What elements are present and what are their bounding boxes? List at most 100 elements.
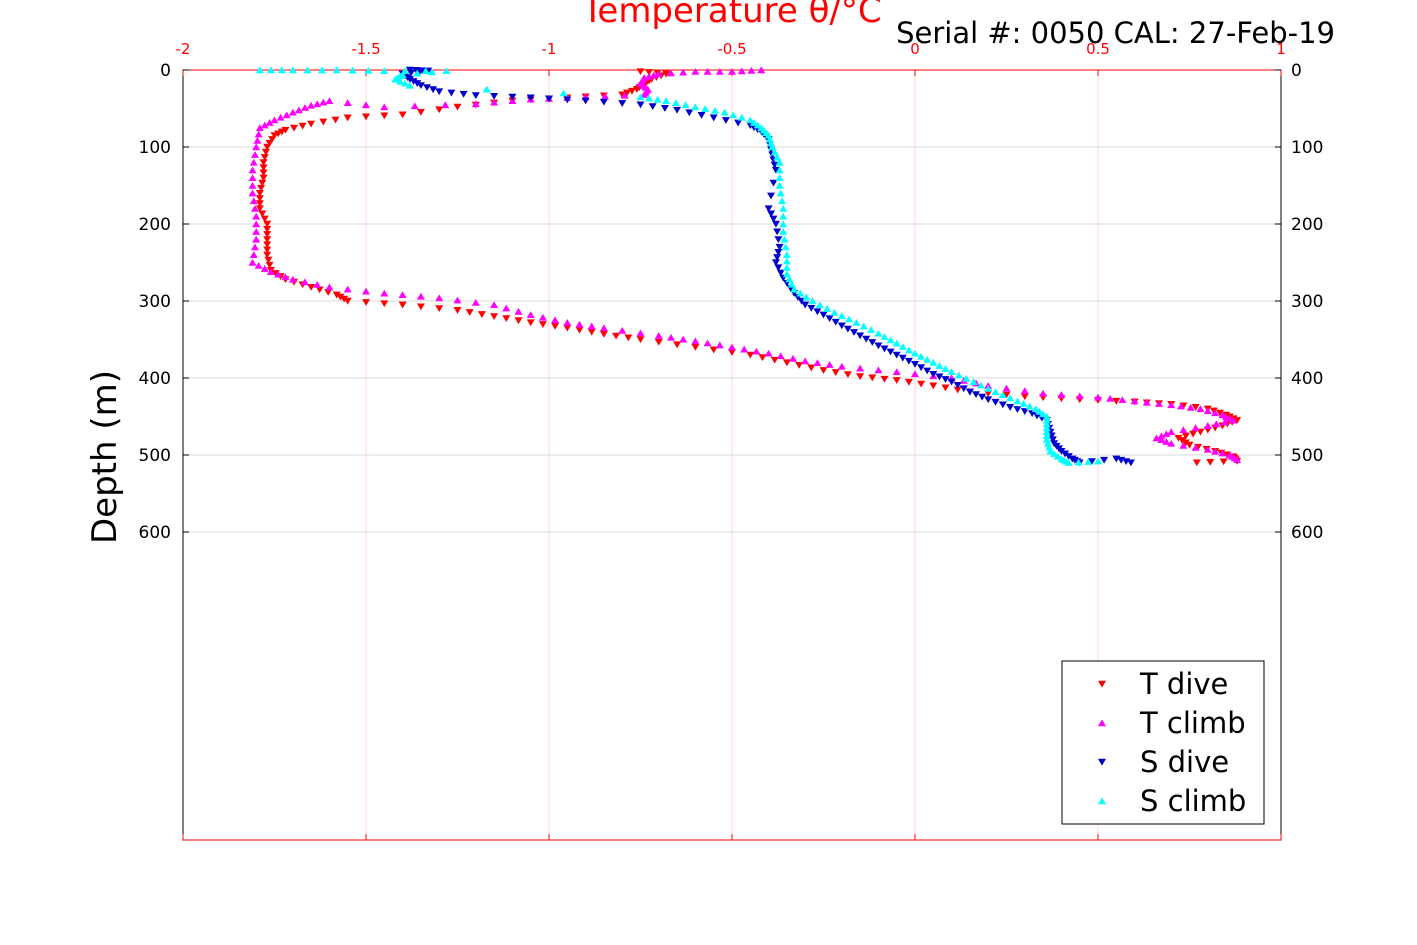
t-climb-marker xyxy=(679,335,688,343)
s-climb-marker xyxy=(998,391,1007,399)
t-dive-marker xyxy=(259,164,268,172)
t-climb-marker xyxy=(1167,401,1176,409)
s-climb-marker xyxy=(874,329,883,337)
t-dive-marker xyxy=(1206,458,1215,466)
t-dive-marker xyxy=(1181,432,1190,440)
s-dive-marker xyxy=(769,179,778,187)
t-climb-marker xyxy=(255,124,264,131)
s-dive-marker xyxy=(471,92,480,100)
t-climb-marker xyxy=(752,347,761,355)
s-climb-marker xyxy=(332,66,341,74)
t-climb-marker xyxy=(1142,398,1151,406)
t-dive-marker xyxy=(892,377,901,384)
s-climb-marker xyxy=(662,97,671,104)
t-climb-marker xyxy=(776,352,785,360)
s-climb-marker xyxy=(802,293,811,301)
s-climb-marker xyxy=(892,339,901,347)
t-climb-marker xyxy=(645,72,654,80)
t-climb-marker xyxy=(747,66,756,74)
y-tick-label-right: 500 xyxy=(1291,446,1323,466)
s-climb-marker xyxy=(935,362,944,369)
t-dive-marker xyxy=(904,378,913,386)
s-climb-marker xyxy=(1006,394,1015,402)
s-climb-marker xyxy=(1042,436,1051,443)
t-dive-marker xyxy=(1191,404,1200,411)
s-climb-marker xyxy=(1046,447,1055,455)
t-climb-marker xyxy=(654,332,663,339)
t-dive-marker xyxy=(673,341,682,349)
t-dive-marker xyxy=(315,286,324,294)
t-climb-marker xyxy=(248,181,257,189)
t-dive-marker xyxy=(984,390,993,397)
s-climb-marker xyxy=(785,275,794,283)
t-climb-marker xyxy=(248,166,257,174)
t-dive-marker xyxy=(502,315,511,323)
s-climb-marker xyxy=(845,315,854,323)
s-dive-marker xyxy=(1064,453,1073,460)
t-climb-marker xyxy=(1179,426,1188,434)
s-climb-marker xyxy=(1094,457,1102,465)
t-dive-marker xyxy=(587,328,596,336)
s-climb-marker xyxy=(442,67,451,74)
s-climb-marker xyxy=(749,119,758,126)
t-climb-marker xyxy=(740,345,749,353)
s-climb-marker xyxy=(867,326,876,333)
t-dive-marker xyxy=(416,303,425,311)
t-climb-marker xyxy=(276,113,285,121)
s-climb-marker xyxy=(1025,402,1034,410)
t-climb-marker xyxy=(249,251,258,258)
s-dive-marker xyxy=(773,228,782,236)
t-climb-marker xyxy=(636,329,645,337)
t-climb-marker xyxy=(490,98,499,106)
s-climb-marker xyxy=(773,153,782,161)
t-dive-marker xyxy=(632,86,641,93)
t-climb-marker xyxy=(270,116,279,124)
t-dive-marker xyxy=(691,344,700,351)
t-climb-marker xyxy=(248,189,257,197)
t-climb-marker xyxy=(715,67,724,75)
t-climb-marker xyxy=(1094,393,1102,401)
t-climb-marker xyxy=(911,370,919,378)
s-climb-marker xyxy=(929,359,938,366)
t-dive-marker xyxy=(746,351,755,359)
t-climb-marker xyxy=(813,359,822,367)
s-dive-marker xyxy=(774,236,783,243)
s-dive-marker xyxy=(801,301,810,309)
s-dive-marker xyxy=(776,269,785,277)
t-climb-marker xyxy=(789,354,797,362)
s-dive-marker xyxy=(862,335,871,343)
t-climb-marker xyxy=(260,265,269,272)
t-climb-marker xyxy=(249,197,258,205)
t-climb-marker xyxy=(1218,449,1227,457)
y-tick-label-right: 600 xyxy=(1291,523,1323,543)
t-climb-marker xyxy=(294,106,303,114)
s-dive-marker xyxy=(959,385,968,393)
s-climb-marker xyxy=(787,280,796,288)
s-dive-marker xyxy=(563,96,572,104)
t-dive-marker xyxy=(1192,459,1201,467)
legend-label-t-dive: T dive xyxy=(1139,667,1228,701)
s-climb-marker xyxy=(413,69,422,77)
t-dive-marker xyxy=(362,299,370,306)
s-climb-marker xyxy=(823,305,832,312)
t-dive-marker xyxy=(340,295,349,303)
s-dive-marker xyxy=(415,68,424,76)
legend-box xyxy=(1061,660,1265,825)
t-climb-marker xyxy=(620,91,629,99)
t-dive-marker xyxy=(398,301,407,309)
t-dive-marker xyxy=(435,305,444,313)
s-climb-marker xyxy=(266,66,275,74)
t-dive-marker xyxy=(270,132,279,140)
t-climb-marker xyxy=(856,364,865,372)
s-dive-marker xyxy=(774,249,783,256)
t-climb-marker xyxy=(1191,443,1200,451)
t-dive-marker xyxy=(255,200,264,208)
t-climb-marker xyxy=(260,121,269,129)
t-dive-marker xyxy=(263,241,272,249)
t-climb-marker xyxy=(471,298,480,306)
t-dive-marker xyxy=(307,120,316,128)
t-climb-marker xyxy=(441,101,450,109)
t-climb-marker xyxy=(715,341,724,349)
t-climb-marker xyxy=(313,280,322,288)
s-climb-marker xyxy=(782,251,791,258)
